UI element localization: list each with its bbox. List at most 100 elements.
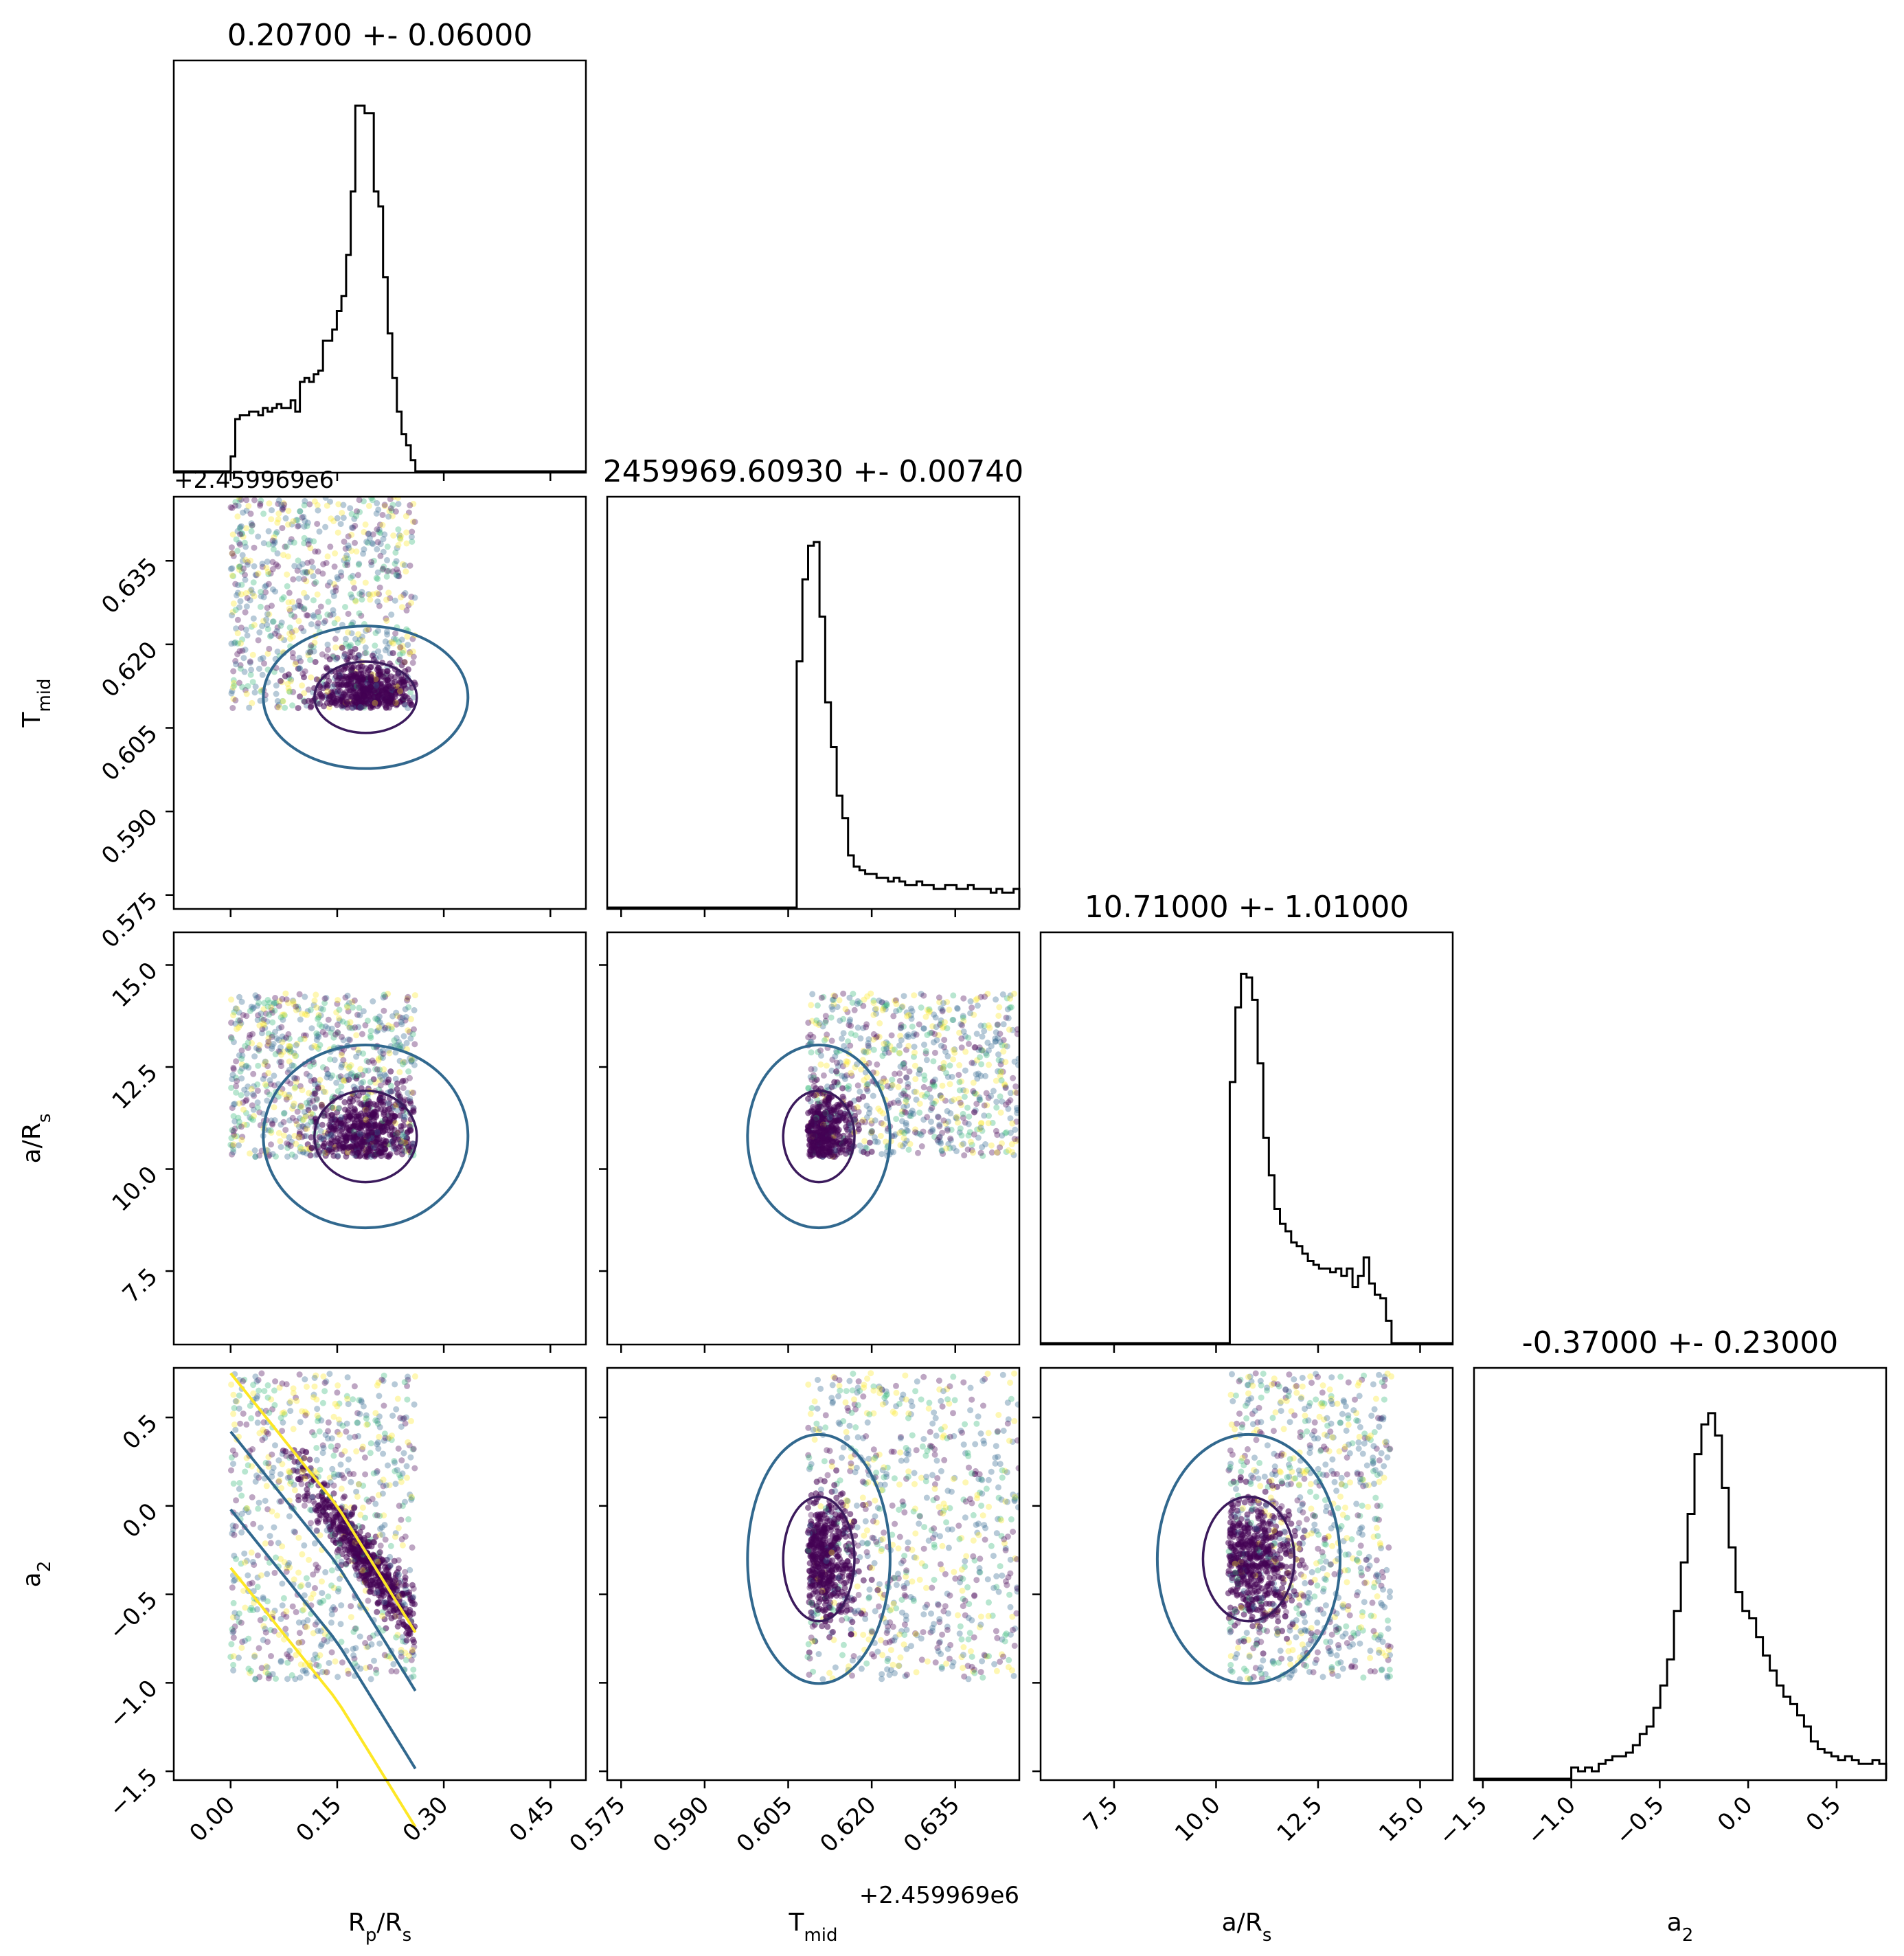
- scatter-point: [350, 1652, 357, 1659]
- scatter-point: [356, 1131, 363, 1137]
- scatter-point: [298, 625, 305, 631]
- scatter-point: [1011, 1058, 1018, 1065]
- scatter-point: [883, 1046, 890, 1052]
- scatter-point: [279, 596, 285, 603]
- scatter-point: [997, 1109, 1004, 1116]
- scatter-point: [863, 1114, 870, 1121]
- scatter-point: [356, 610, 363, 617]
- scatter-point: [408, 533, 415, 540]
- scatter-point: [400, 1582, 407, 1589]
- scatter-point: [283, 1034, 290, 1041]
- scatter-point: [241, 1376, 248, 1383]
- scatter-point: [405, 1143, 411, 1150]
- scatter-point: [394, 572, 400, 579]
- scatter-point: [344, 1547, 351, 1553]
- scatter-point: [889, 1082, 895, 1089]
- scatter-point: [247, 597, 253, 604]
- scatter-point: [860, 1149, 867, 1156]
- scatter-point: [353, 1124, 360, 1130]
- scatter-point: [874, 1138, 881, 1145]
- scatter-point: [377, 1082, 384, 1089]
- scatter-point: [859, 1118, 865, 1125]
- scatter-point: [810, 1072, 817, 1079]
- scatter-point: [367, 1450, 374, 1457]
- scatter-point: [308, 1025, 315, 1032]
- scatter-point: [400, 1116, 407, 1123]
- scatter-point: [276, 1384, 283, 1391]
- scatter-point: [408, 594, 415, 600]
- scatter-point: [899, 1003, 906, 1010]
- scatter-point: [395, 1525, 402, 1531]
- scatter-point: [262, 1024, 269, 1031]
- scatter-point: [979, 1127, 986, 1134]
- scatter-point: [881, 1050, 888, 1057]
- scatter-point: [377, 1048, 384, 1055]
- scatter-point: [993, 1077, 999, 1084]
- scatter-point: [383, 628, 390, 635]
- scatter-point: [227, 565, 234, 572]
- scatter-point: [906, 1112, 913, 1119]
- scatter-point: [304, 559, 311, 566]
- scatter-point: [948, 1137, 954, 1143]
- scatter-point: [353, 1488, 360, 1495]
- scatter-point: [265, 1454, 272, 1461]
- scatter-point: [365, 502, 372, 509]
- scatter-point: [388, 1026, 395, 1033]
- scatter-point: [332, 1531, 339, 1538]
- scatter-point: [354, 1410, 361, 1417]
- scatter-point: [248, 528, 255, 535]
- scatter-point: [294, 1468, 301, 1475]
- scatter-point: [340, 1037, 347, 1044]
- scatter-point: [265, 1463, 272, 1470]
- scatter-point: [335, 1135, 341, 1142]
- scatter-point: [334, 682, 341, 688]
- scatter-point: [304, 1008, 311, 1015]
- scatter-point: [957, 1021, 964, 1028]
- scatter-point: [343, 1153, 350, 1160]
- scatter-point: [249, 1607, 256, 1614]
- scatter-point: [328, 1649, 335, 1656]
- scatter-point: [304, 1383, 310, 1390]
- scatter-point: [828, 1149, 835, 1156]
- scatter-point: [358, 1101, 365, 1108]
- scatter-point: [345, 1000, 352, 1007]
- scatter-point: [229, 705, 236, 711]
- scatter-point: [363, 1108, 370, 1114]
- scatter-point: [912, 1126, 918, 1133]
- scatter-point: [337, 1621, 344, 1628]
- scatter-point: [376, 521, 383, 528]
- scatter-point: [291, 1100, 297, 1107]
- scatter-point: [386, 508, 393, 515]
- scatter-point: [821, 1101, 828, 1108]
- scatter-point: [343, 1073, 350, 1079]
- scatter-point: [231, 1531, 238, 1538]
- scatter-point: [296, 1134, 303, 1140]
- scatter-point: [313, 1372, 319, 1379]
- scatter-point: [234, 640, 241, 647]
- scatter-point: [313, 1037, 320, 1044]
- scatter-point: [280, 1595, 287, 1601]
- scatter-point: [325, 1419, 332, 1426]
- scatter-point: [903, 1120, 909, 1126]
- scatter-point: [307, 545, 314, 552]
- scatter-point: [884, 1083, 891, 1090]
- scatter-point: [268, 632, 275, 639]
- scatter-point: [242, 1604, 249, 1611]
- scatter-point: [258, 1665, 265, 1672]
- scatter-point: [824, 1127, 831, 1134]
- scatter-point: [307, 644, 314, 651]
- scatter-point: [328, 1029, 335, 1036]
- scatter-point: [409, 1446, 416, 1453]
- scatter-point: [286, 1049, 293, 1056]
- scatter-point: [281, 1411, 288, 1418]
- scatter-point: [256, 1000, 262, 1007]
- scatter-point: [805, 1095, 811, 1102]
- scatter-point: [302, 497, 308, 504]
- scatter-point: [303, 1575, 310, 1582]
- scatter-point: [291, 1075, 297, 1081]
- scatter-point: [830, 1001, 837, 1008]
- scatter-point: [306, 1497, 313, 1504]
- scatter-point: [940, 1059, 947, 1066]
- scatter-point: [813, 1147, 819, 1154]
- scatter-point: [348, 524, 355, 531]
